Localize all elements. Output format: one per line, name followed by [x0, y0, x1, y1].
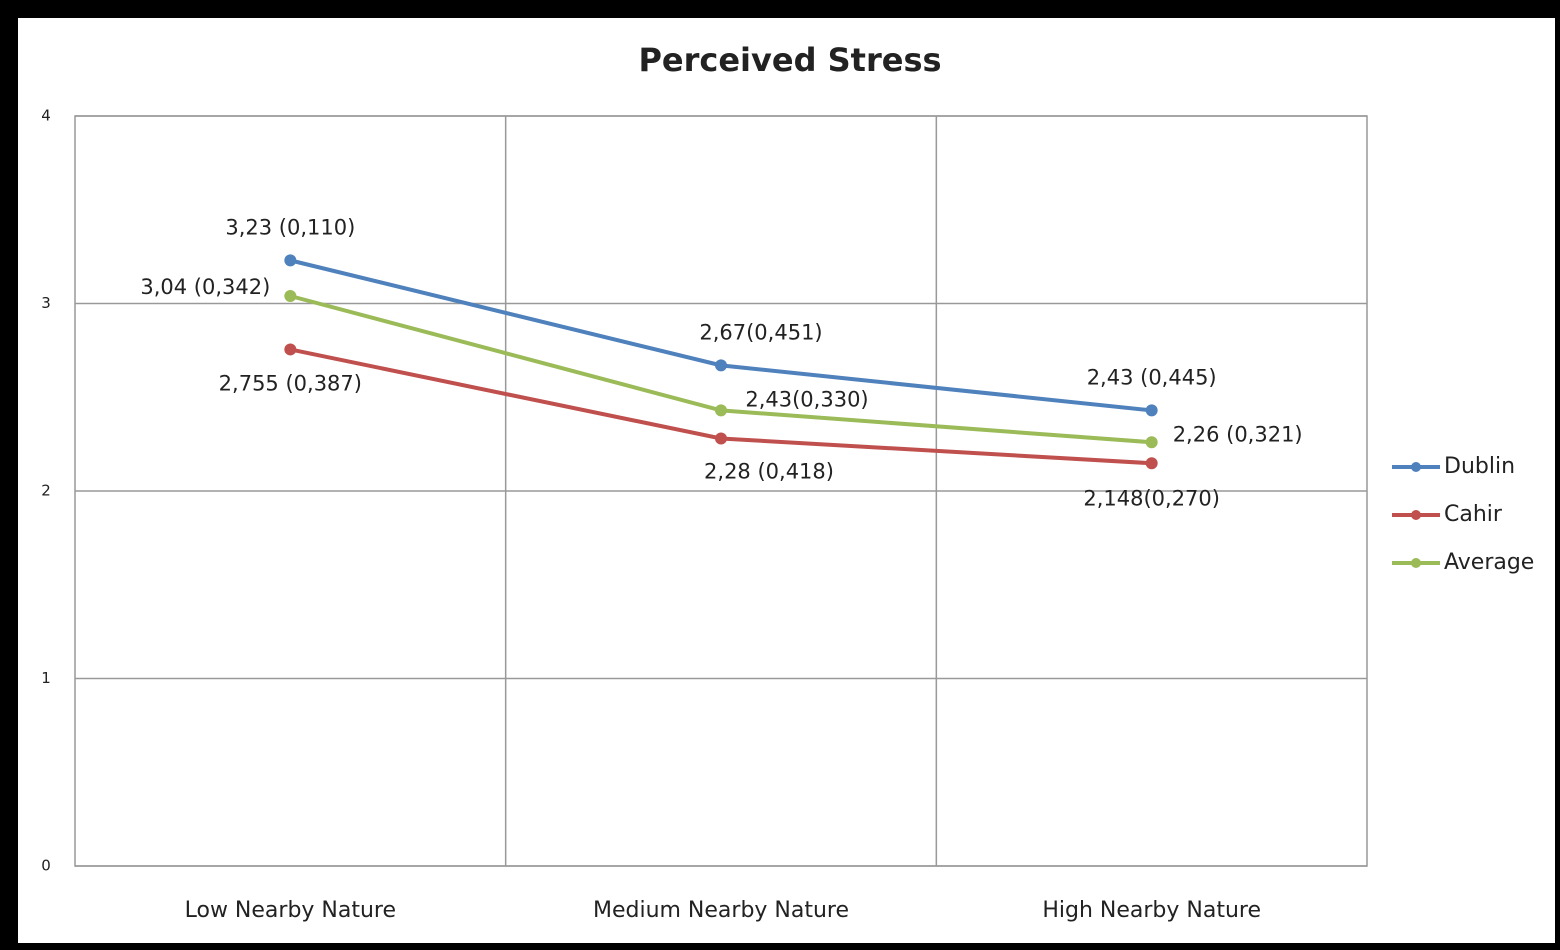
- data-point: [715, 359, 727, 372]
- data-label: 2,67(0,451): [699, 320, 822, 344]
- data-label: 2,148(0,270): [1083, 486, 1220, 510]
- data-label: 3,23 (0,110): [225, 215, 355, 239]
- data-point: [1145, 436, 1158, 449]
- x-tick-label: Medium Nearby Nature: [593, 898, 849, 923]
- data-point: [284, 343, 297, 356]
- y-tick-label: 4: [41, 107, 51, 125]
- legend-label: Average: [1444, 550, 1534, 575]
- legend-marker: [1411, 510, 1421, 520]
- y-tick-label: 0: [41, 857, 51, 875]
- y-tick-label: 3: [41, 294, 51, 312]
- y-tick-label: 2: [41, 482, 51, 500]
- data-point: [1145, 404, 1158, 417]
- x-tick-label: Low Nearby Nature: [185, 898, 396, 923]
- legend-label: Dublin: [1444, 454, 1515, 479]
- chart-title: Perceived Stress: [638, 41, 941, 79]
- x-tick-label: High Nearby Nature: [1042, 898, 1261, 923]
- legend-label: Cahir: [1444, 502, 1503, 527]
- data-point: [284, 290, 297, 302]
- y-tick-label: 1: [41, 669, 51, 687]
- legend-marker: [1411, 462, 1421, 472]
- data-label: 3,04 (0,342): [140, 275, 270, 299]
- data-label: 2,43 (0,445): [1087, 365, 1217, 389]
- chart-background: [18, 18, 1555, 943]
- data-label: 2,43(0,330): [745, 387, 868, 411]
- data-point: [715, 404, 727, 417]
- data-label: 2,26 (0,321): [1173, 422, 1303, 446]
- data-point: [1145, 457, 1158, 470]
- data-point: [715, 432, 727, 445]
- legend-marker: [1411, 558, 1421, 568]
- data-label: 2,755 (0,387): [219, 371, 362, 395]
- data-label: 2,28 (0,418): [704, 460, 834, 484]
- data-point: [284, 254, 297, 267]
